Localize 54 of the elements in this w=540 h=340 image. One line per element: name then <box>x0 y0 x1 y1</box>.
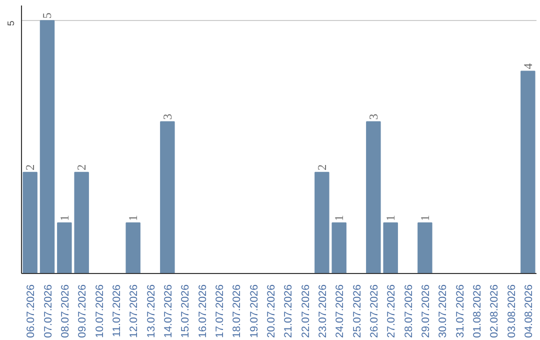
x-tick-label: 03.08.2026 <box>506 284 518 338</box>
data-label: 5 <box>40 12 54 19</box>
x-tick-label: 31.07.2026 <box>454 284 466 338</box>
data-label: 3 <box>366 114 380 120</box>
bar <box>314 172 330 274</box>
bar <box>74 172 89 274</box>
data-label: 2 <box>74 164 89 170</box>
x-tick-label: 27.07.2026 <box>386 284 398 338</box>
x-tick-label: 13.07.2026 <box>145 284 158 338</box>
bar <box>160 121 175 274</box>
x-tick-label: 17.07.2026 <box>214 284 226 338</box>
data-label: 1 <box>57 214 72 221</box>
x-tick-label: 16.07.2026 <box>196 284 209 338</box>
x-tick-label: 08.07.2026 <box>59 284 72 338</box>
data-label: 2 <box>314 164 329 170</box>
x-tick-label: 19.07.2026 <box>248 284 260 338</box>
x-tick-label: 23.07.2026 <box>316 284 329 338</box>
data-label: 4 <box>520 63 535 70</box>
x-tick-label: 18.07.2026 <box>231 284 244 338</box>
bar <box>40 20 55 274</box>
data-label: 3 <box>160 114 174 120</box>
x-tick-label: 29.07.2026 <box>420 284 432 338</box>
data-label: 1 <box>126 214 140 221</box>
x-tick-label: 02.08.2026 <box>488 284 501 338</box>
data-label: 1 <box>332 214 346 221</box>
x-tick-label: 12.07.2026 <box>128 284 140 338</box>
bar <box>366 121 381 274</box>
x-tick-label: 10.07.2026 <box>94 284 106 338</box>
data-label: 2 <box>23 164 38 170</box>
x-tick-label: 22.07.2026 <box>300 284 312 338</box>
x-tick-label: 15.07.2026 <box>180 284 192 338</box>
bar <box>126 222 140 274</box>
x-tick-label: 06.07.2026 <box>25 284 38 338</box>
x-tick-label: 04.08.2026 <box>522 284 535 338</box>
x-tick-label: 01.08.2026 <box>471 284 484 338</box>
x-tick-label: 14.07.2026 <box>162 284 174 338</box>
bar <box>22 172 38 274</box>
data-label: 1 <box>418 214 432 221</box>
x-tick-label: 28.07.2026 <box>402 284 415 338</box>
x-tick-label: 21.07.2026 <box>282 284 295 338</box>
bar <box>520 70 536 274</box>
x-tick-label: 30.07.2026 <box>437 284 450 338</box>
x-tick-label: 25.07.2026 <box>351 284 364 338</box>
bar <box>418 222 432 274</box>
bar <box>383 222 398 274</box>
x-tick-label: 26.07.2026 <box>368 284 380 338</box>
x-tick-label: 11.07.2026 <box>110 284 123 338</box>
x-tick-label: 09.07.2026 <box>76 284 89 338</box>
x-tick-label: 20.07.2026 <box>265 284 278 338</box>
bar <box>57 222 72 274</box>
x-tick-label: 24.07.2026 <box>334 284 346 338</box>
bar <box>332 222 346 274</box>
data-label: 1 <box>384 214 398 221</box>
x-tick-label: 07.07.2026 <box>42 284 54 338</box>
